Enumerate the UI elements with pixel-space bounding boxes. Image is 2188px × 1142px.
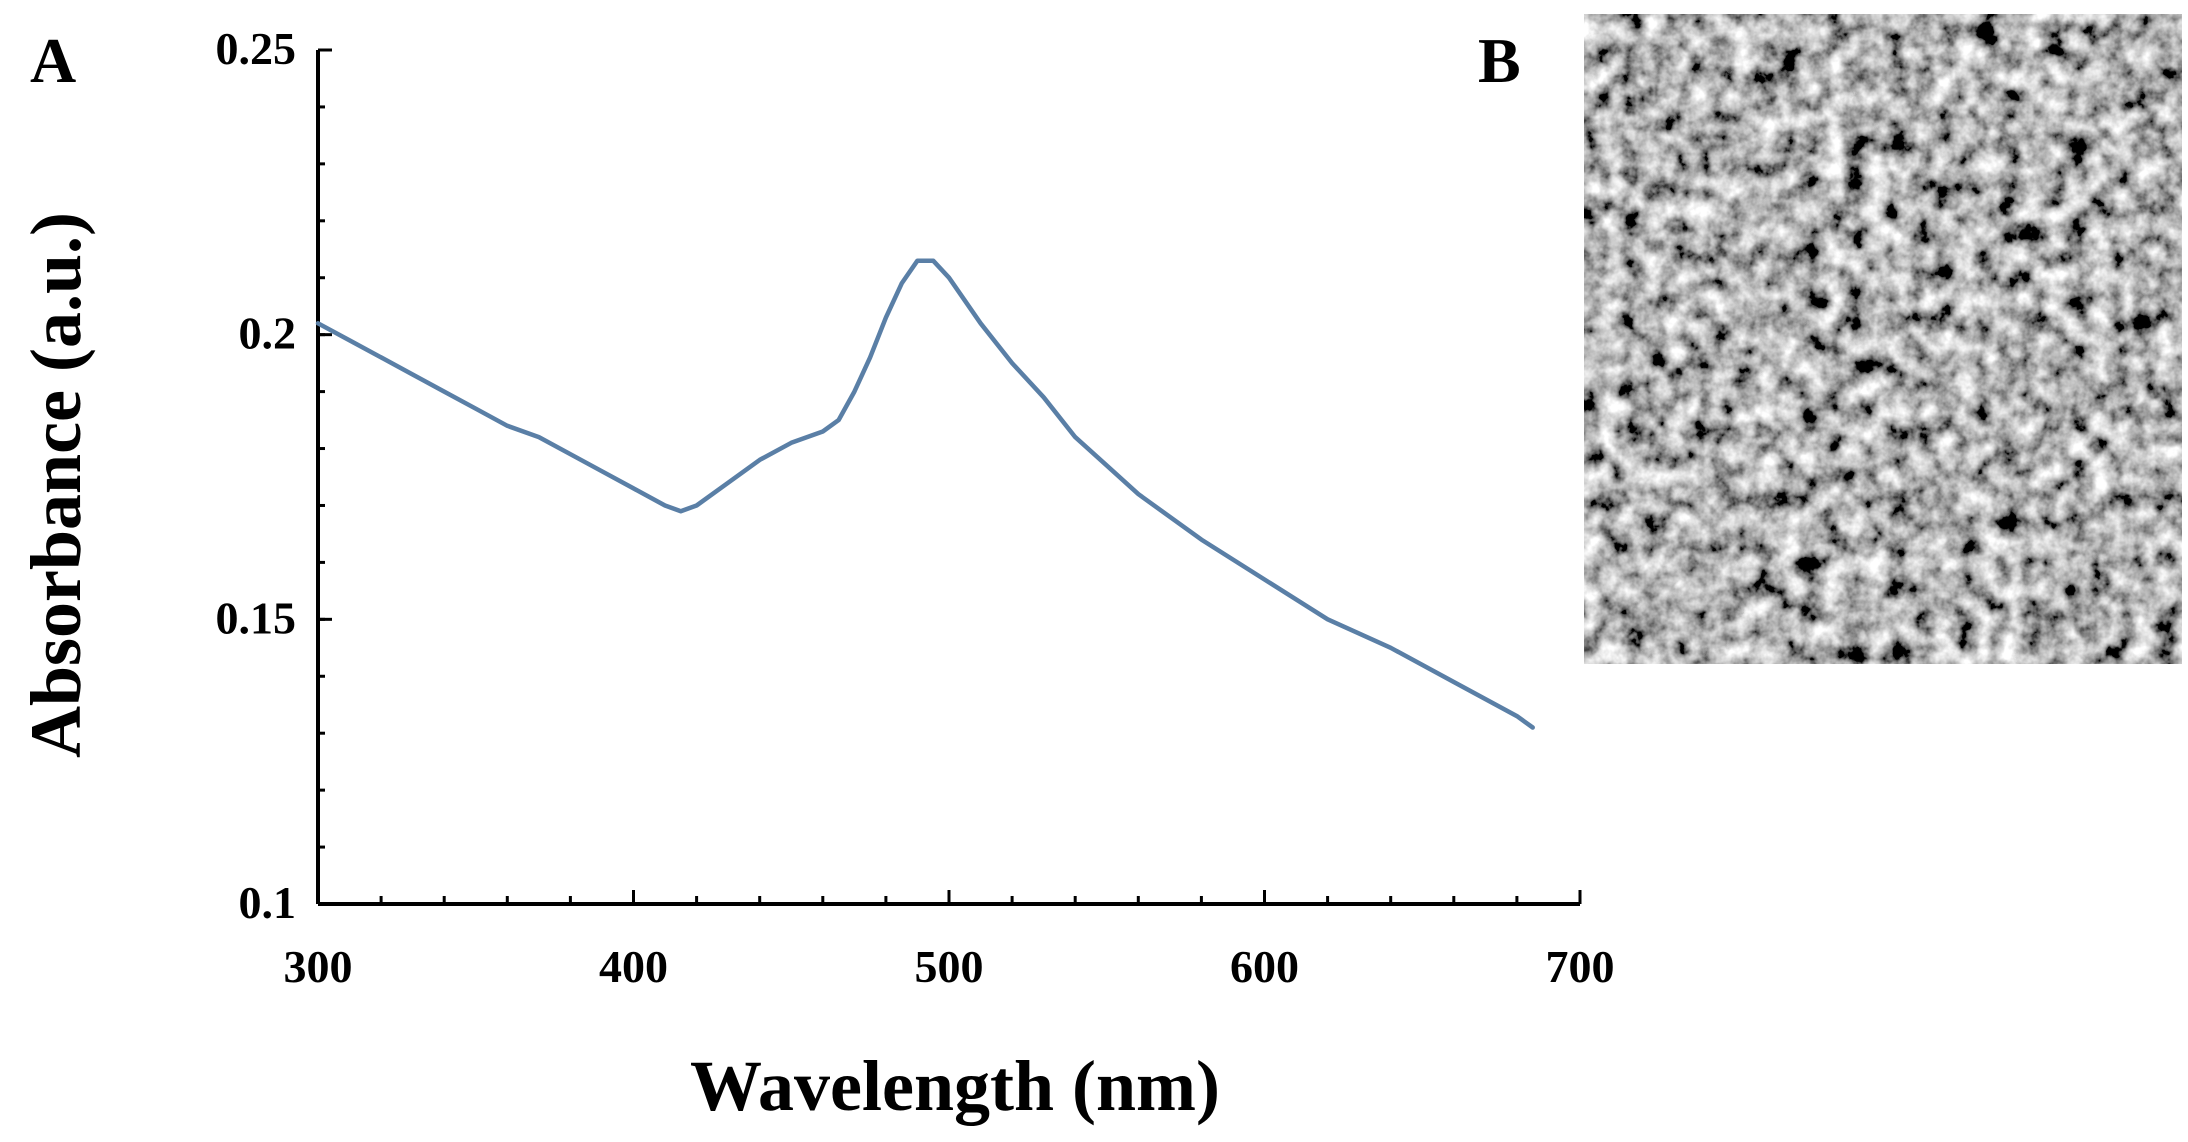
x-tick-label: 500	[915, 941, 984, 992]
absorbance-chart: 0.1 0.15 0.2 0.25 300 400 500 600 700 Wavelengt…	[16, 23, 1615, 1126]
x-tick-label: 600	[1230, 941, 1299, 992]
y-tick-label: 0.1	[239, 877, 297, 928]
absorbance-series-line	[315, 258, 1535, 730]
panel-b-label: B	[1478, 25, 1521, 96]
y-axis-title: Absorbance (a.u.)	[16, 212, 96, 758]
x-tick-label: 700	[1546, 941, 1615, 992]
y-tick-label: 0.25	[216, 23, 297, 74]
sem-image-texture	[1584, 14, 2182, 664]
x-tick-label: 300	[284, 941, 353, 992]
y-tick-label: 0.15	[216, 592, 297, 643]
x-axis: 300 400 500 600 700	[284, 890, 1615, 992]
x-axis-title: Wavelength (nm)	[690, 1046, 1220, 1126]
y-axis: 0.1 0.15 0.2 0.25	[216, 23, 332, 928]
panel-a-label: A	[30, 25, 76, 96]
sem-micrograph-icon	[1584, 14, 2182, 664]
x-tick-label: 400	[599, 941, 668, 992]
y-tick-label: 0.2	[239, 308, 297, 359]
